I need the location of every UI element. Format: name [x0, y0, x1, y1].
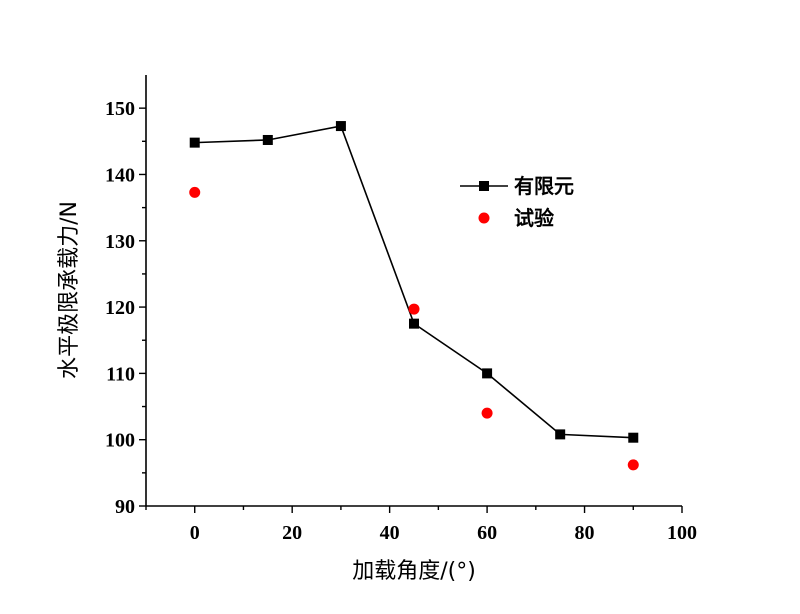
x-axis-title: 加载角度/(°) [352, 559, 476, 584]
x-tick-label: 80 [575, 522, 595, 544]
fem-point [628, 432, 639, 443]
legend-label-test: 试验 [514, 206, 554, 230]
plot-area [189, 121, 639, 471]
x-tick-label: 0 [190, 522, 200, 544]
test-point [481, 407, 493, 419]
axes [145, 75, 682, 507]
legend: 有限元 试验 [460, 174, 574, 230]
legend-marker-test [478, 212, 490, 224]
y-ticks: 90 100 110 120 130 140 150 [105, 98, 146, 518]
fem-point [189, 137, 200, 148]
y-tick-label: 140 [105, 164, 135, 186]
test-point [189, 186, 201, 198]
fem-point [409, 318, 419, 329]
y-tick-label: 150 [105, 98, 135, 120]
legend-label-fem: 有限元 [514, 174, 574, 198]
x-tick-label: 60 [477, 522, 497, 544]
y-tick-label: 110 [106, 363, 135, 385]
y-tick-label: 100 [105, 430, 135, 452]
legend-marker-fem [479, 181, 489, 191]
x-tick-label: 20 [282, 522, 302, 544]
y-tick-label: 90 [115, 496, 135, 518]
fem-point [482, 368, 493, 379]
y-tick-label: 120 [105, 297, 135, 319]
y-tick-label: 130 [105, 231, 135, 253]
x-tick-label: 40 [380, 522, 400, 544]
fem-point [335, 121, 346, 132]
fem-point [555, 429, 566, 440]
x-tick-label: 100 [667, 522, 697, 544]
series-line-fem [194, 125, 634, 439]
fem-point [262, 134, 273, 145]
y-axis-title: 水平极限承载力/N [57, 201, 82, 379]
x-ticks: 0 20 40 60 80 100 [145, 506, 697, 544]
test-point [627, 459, 639, 471]
test-point [408, 303, 420, 315]
